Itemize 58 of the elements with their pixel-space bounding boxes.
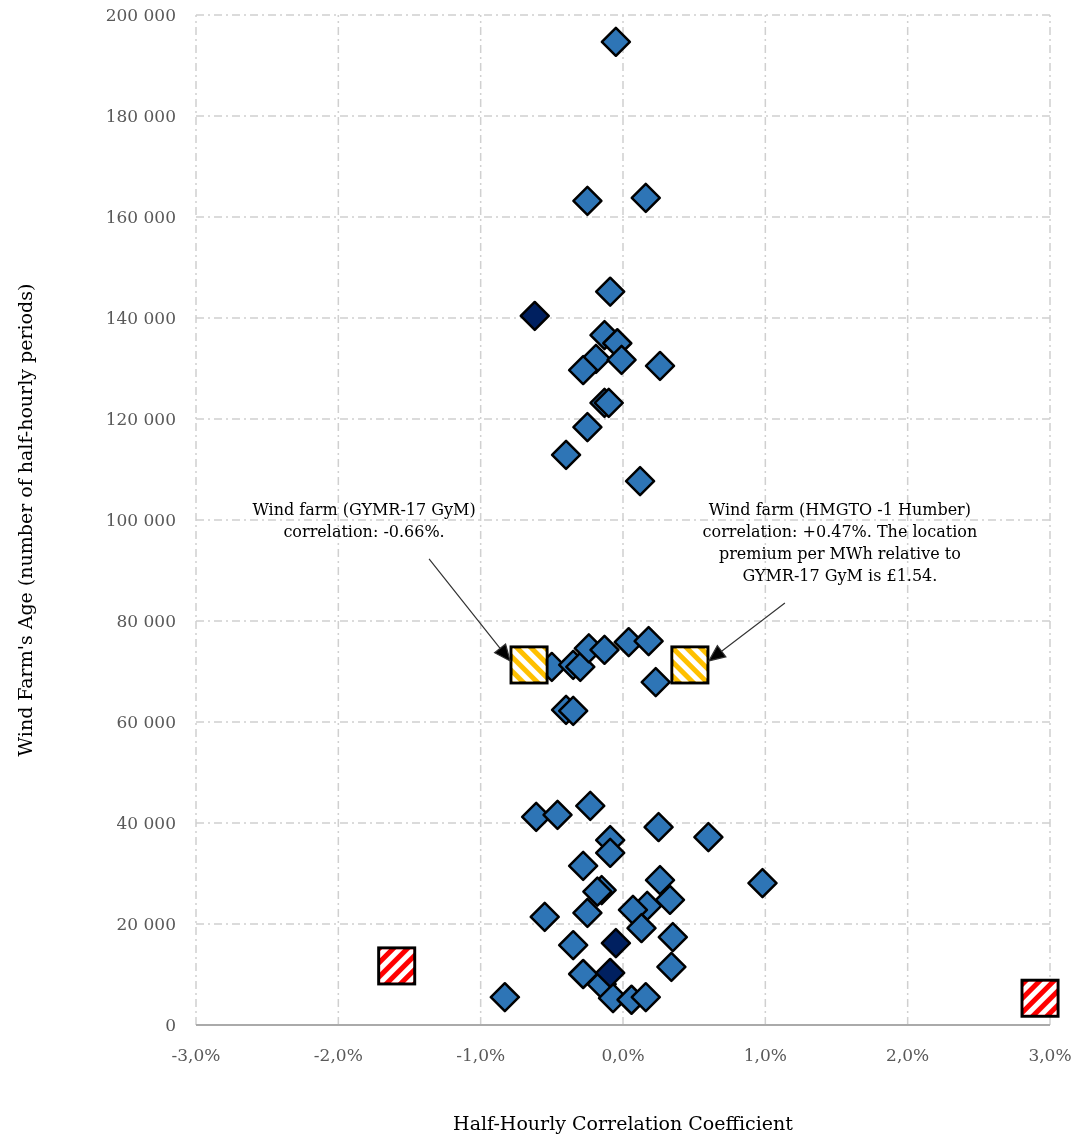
y-tick-label: 80 000: [116, 611, 176, 631]
y-tick-label: 20 000: [116, 914, 176, 934]
point: [626, 912, 657, 944]
x-axis-title: Half-Hourly Correlation Coefficient: [453, 1112, 794, 1134]
point: [572, 185, 603, 217]
point: [654, 884, 686, 916]
point: [567, 958, 599, 990]
x-tick-label: -3,0%: [171, 1045, 221, 1065]
point: [624, 465, 656, 497]
y-axis-title: Wind Farm's Age (number of half-hourly periods): [14, 283, 36, 757]
point: [589, 634, 620, 666]
annotation: Wind farm (HMGTO -1 Humber) correlation: +0.47%. The location premium per MWh relative to GYMR-17 GyM is £1.54.: [702, 499, 978, 585]
point: [542, 799, 573, 831]
x-tick-label: 3,0%: [1028, 1045, 1072, 1065]
point: [550, 439, 582, 471]
y-tick-label: 140 000: [105, 308, 176, 328]
point: [747, 867, 778, 899]
y-tick-label: 60 000: [116, 712, 176, 732]
point: [657, 921, 689, 953]
y-tick-label: 180 000: [105, 106, 176, 126]
point: [489, 981, 521, 1013]
point: [572, 897, 603, 929]
y-tick-label: 40 000: [116, 813, 176, 833]
point: [600, 927, 632, 959]
point: [643, 811, 674, 843]
point: [557, 929, 589, 961]
point: [594, 276, 626, 307]
point: [575, 790, 606, 822]
point: [640, 666, 671, 698]
point: [572, 411, 603, 443]
point: [565, 651, 596, 683]
point: [644, 864, 676, 896]
point: [644, 350, 676, 382]
x-tick-label: 0,0%: [601, 1045, 645, 1065]
point: [567, 354, 599, 386]
point: [693, 821, 724, 853]
point: [529, 901, 560, 933]
point: [519, 300, 550, 332]
y-tick-label: 100 000: [105, 510, 176, 530]
x-tick-label: -1,0%: [456, 1045, 506, 1065]
point: [594, 837, 626, 869]
point: [557, 695, 589, 727]
point: [600, 26, 632, 58]
x-tick-label: -2,0%: [313, 1045, 363, 1065]
y-tick-label: 0: [165, 1015, 176, 1035]
x-tick-label: 2,0%: [886, 1045, 930, 1065]
annotation: Wind farm (GYMR-17 GyM) correlation: -0.66%.: [252, 499, 476, 541]
y-tick-label: 120 000: [105, 409, 176, 429]
point: [656, 951, 687, 983]
point: [606, 344, 637, 376]
point: [633, 625, 664, 657]
point: [630, 182, 662, 214]
y-tick-label: 160 000: [105, 207, 176, 227]
point: [630, 981, 662, 1013]
point: [594, 957, 626, 989]
x-tick-label: 1,0%: [743, 1045, 787, 1065]
point: [567, 850, 599, 882]
y-tick-label: 200 000: [105, 5, 176, 25]
